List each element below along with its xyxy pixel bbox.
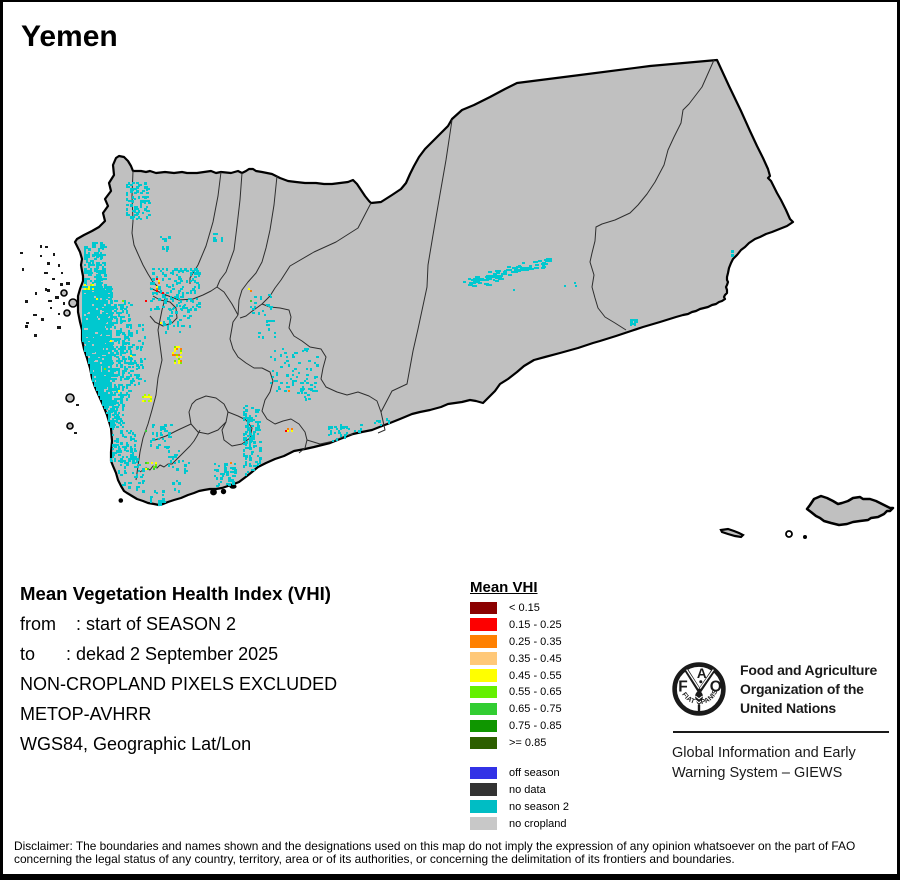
svg-text:A: A xyxy=(697,666,707,681)
svg-text:F: F xyxy=(678,679,687,696)
svg-text:O: O xyxy=(710,679,722,696)
